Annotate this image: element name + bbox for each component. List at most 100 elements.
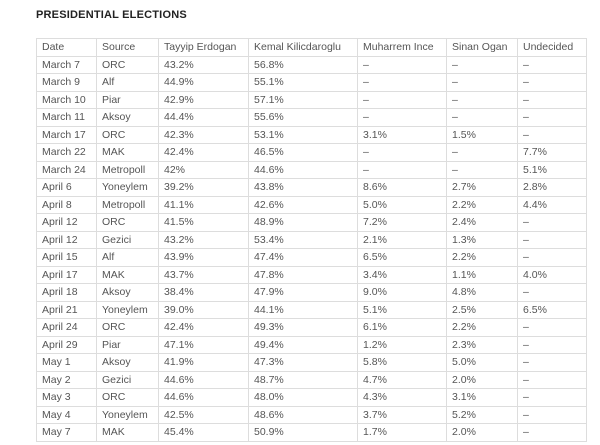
table-cell: 2.2% [446, 248, 518, 267]
table-cell: ORC [96, 388, 159, 407]
table-cell: – [446, 160, 518, 179]
table-cell: 44.6% [248, 160, 358, 179]
table-cell: 4.3% [357, 388, 447, 407]
table-cell: – [446, 55, 518, 74]
table-cell: May 4 [36, 405, 97, 424]
table-cell: – [357, 90, 447, 109]
table-cell: ORC [96, 125, 159, 144]
table-cell: 43.7% [158, 265, 249, 284]
table-cell: – [517, 423, 587, 442]
table-row: May 3 ORC 44.6% 48.0% 4.3% 3.1% – [36, 388, 587, 407]
table-cell: MAK [96, 143, 159, 162]
table-row: April 8 Metropoll 41.1% 42.6% 5.0% 2.2% 4.4% [36, 195, 587, 214]
table-row: March 24 Metropoll 42% 44.6% – –5.1% [36, 160, 587, 179]
table-cell: 39.0% [158, 300, 249, 319]
table-row: April 24 ORC 42.4% 49.3% 6.1% 2.2% – [36, 318, 587, 337]
table-cell: 47.3% [248, 353, 358, 372]
table-cell: 1.1% [446, 265, 518, 284]
table-cell: 49.3% [248, 318, 358, 337]
table-cell: 5.1% [517, 160, 587, 179]
table-cell: March 17 [36, 125, 97, 144]
table-cell: 50.9% [248, 423, 358, 442]
table-cell: March 22 [36, 143, 97, 162]
table-cell: Gezici [96, 370, 159, 389]
table-cell: – [517, 405, 587, 424]
table-cell: March 11 [36, 108, 97, 127]
table-cell: – [517, 213, 587, 232]
table-cell: 7.2% [357, 213, 447, 232]
table-cell: 48.0% [248, 388, 358, 407]
table-cell: 47.8% [248, 265, 358, 284]
table-cell: 5.0% [446, 353, 518, 372]
table-cell: – [517, 73, 587, 92]
table-cell: ORC [96, 213, 159, 232]
table-cell: April 21 [36, 300, 97, 319]
table-cell: 6.5% [357, 248, 447, 267]
table-cell: 2.2% [446, 318, 518, 337]
table-cell: – [517, 90, 587, 109]
table-cell: Yoneylem [96, 405, 159, 424]
table-cell: – [517, 55, 587, 74]
table-row: May 7 MAK 45.4% 50.9% 1.7% 2.0% – [36, 423, 587, 442]
table-cell: March 9 [36, 73, 97, 92]
table-cell: May 2 [36, 370, 97, 389]
table-cell: 6.1% [357, 318, 447, 337]
table-row: May 4 Yoneylem 42.5% 48.6% 3.7% 5.2% – [36, 405, 587, 424]
table-cell: April 18 [36, 283, 97, 302]
table-cell: 5.8% [357, 353, 447, 372]
table-cell: – [517, 108, 587, 127]
table-cell: 47.9% [248, 283, 358, 302]
table-cell: May 1 [36, 353, 97, 372]
table-cell: 42.4% [158, 318, 249, 337]
table-cell: 45.4% [158, 423, 249, 442]
table-cell: Aksoy [96, 108, 159, 127]
table-cell: 44.9% [158, 73, 249, 92]
table-cell: April 8 [36, 195, 97, 214]
table-cell: – [517, 388, 587, 407]
table-row: May 2 Gezici 44.6% 48.7% 4.7% 2.0% – [36, 370, 587, 389]
table-cell: – [357, 55, 447, 74]
table-cell: 42.5% [158, 405, 249, 424]
table-cell: 53.1% [248, 125, 358, 144]
table-row: April 6 Yoneylem 39.2% 43.8% 8.6% 2.7% 2.8% [36, 178, 587, 197]
table-row: March 22 MAK 42.4% 46.5% – –7.7% [36, 143, 587, 162]
table-cell: 1.7% [357, 423, 447, 442]
table-cell: April 6 [36, 178, 97, 197]
table-cell: 42.6% [248, 195, 358, 214]
table-cell: 4.4% [517, 195, 587, 214]
table-cell: 42.9% [158, 90, 249, 109]
table-cell: 43.9% [158, 248, 249, 267]
header-row: Date Source Tayyip Erdogan Kemal Kilicdarog… [36, 38, 587, 57]
table-cell: – [517, 248, 587, 267]
table-cell: 1.5% [446, 125, 518, 144]
table-cell: Gezici [96, 230, 159, 249]
column-header: Tayyip Erdogan [158, 38, 249, 57]
table-cell: March 7 [36, 55, 97, 74]
table-cell: Aksoy [96, 353, 159, 372]
table-cell: 43.8% [248, 178, 358, 197]
table-cell: – [357, 160, 447, 179]
table-cell: 43.2% [158, 55, 249, 74]
table-row: April 12 Gezici 43.2% 53.4% 2.1% 1.3% – [36, 230, 587, 249]
table-cell: 4.0% [517, 265, 587, 284]
table-cell: 41.1% [158, 195, 249, 214]
table-cell: – [446, 73, 518, 92]
table-cell: 41.9% [158, 353, 249, 372]
table-cell: 39.2% [158, 178, 249, 197]
table-cell: – [357, 143, 447, 162]
table-cell: 55.6% [248, 108, 358, 127]
table-cell: 5.2% [446, 405, 518, 424]
table-cell: 48.7% [248, 370, 358, 389]
title: PRESIDENTIAL ELECTIONS [36, 9, 187, 21]
table-cell: ORC [96, 55, 159, 74]
table-cell: April 12 [36, 230, 97, 249]
table-cell: 6.5% [517, 300, 587, 319]
table-cell: 3.1% [446, 388, 518, 407]
table-cell: 2.5% [446, 300, 518, 319]
table-cell: May 3 [36, 388, 97, 407]
table-cell: 44.1% [248, 300, 358, 319]
table-cell: 44.6% [158, 370, 249, 389]
table-cell: 2.3% [446, 335, 518, 354]
column-header: Sinan Ogan [446, 38, 518, 57]
